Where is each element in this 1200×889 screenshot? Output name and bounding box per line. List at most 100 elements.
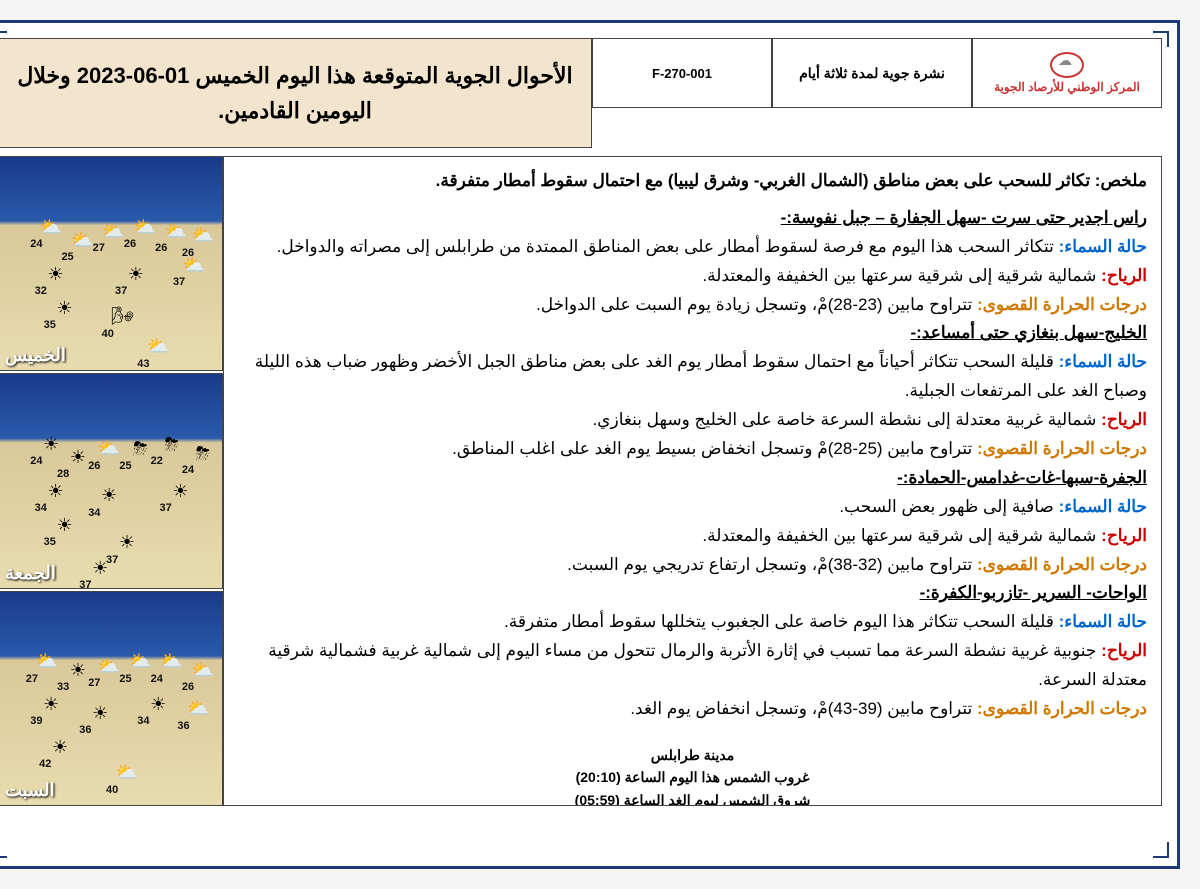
temp-value: 36 [79, 724, 91, 736]
weather-icon: ⛈ [191, 443, 215, 467]
sunset-time: غروب الشمس هذا اليوم الساعة (20:10) [238, 766, 1147, 788]
sky-label: حالة السماء: [1059, 352, 1147, 371]
weather-icon: ⛅ [191, 660, 215, 684]
temp-value: 35 [44, 319, 56, 331]
weather-icon: ⛈ [160, 434, 184, 458]
temp-value: 27 [26, 673, 38, 685]
weather-icon: ⛅ [35, 651, 59, 675]
regions-container: راس اجدير حتى سرت -سهل الجفارة – جبل نفو… [238, 204, 1147, 724]
summary-line: ملخص: تكاثر للسحب على بعض مناطق (الشمال … [238, 167, 1147, 196]
form-code: F-270-001 [592, 38, 772, 108]
sky-label: حالة السماء: [1059, 612, 1147, 631]
weather-icon: ⛅ [97, 656, 121, 680]
weather-icon: ☀ [66, 660, 90, 684]
forecast-map: ☀24☀28⛅26⛈25⛈22⛈24☀34☀34☀37☀35☀37☀37الجم… [0, 373, 223, 588]
temp-value: 24 [151, 673, 163, 685]
weather-icon: ☀ [124, 264, 148, 288]
wind-label: الرياح: [1101, 410, 1147, 429]
temp-value: 27 [88, 677, 100, 689]
weather-icon: ⛅ [115, 762, 139, 786]
temp-line: درجات الحرارة القصوى: تتراوح مابين (23-2… [238, 291, 1147, 320]
wind-line: الرياح: شمالية غربية معتدلة إلى نشطة الس… [238, 406, 1147, 435]
city-name: مدينة طرابلس [238, 744, 1147, 766]
region-head: راس اجدير حتى سرت -سهل الجفارة – جبل نفو… [238, 204, 1147, 233]
wind-line: الرياح: شمالية شرقية إلى شرقية سرعتها بي… [238, 262, 1147, 291]
corner-decoration [0, 842, 7, 858]
weather-icon: ⛅ [128, 651, 152, 675]
temp-value: 32 [35, 285, 47, 297]
temp-line: درجات الحرارة القصوى: تتراوح مابين (25-2… [238, 435, 1147, 464]
city-block: مدينة طرابلس غروب الشمس هذا اليوم الساعة… [238, 744, 1147, 806]
day-label: الخميس [5, 345, 66, 366]
summary-text: تكاثر للسحب على بعض مناطق (الشمال الغربي… [436, 171, 1090, 190]
sky-line: حالة السماء: قليلة السحب تتكاثر أحياناً … [238, 348, 1147, 406]
temp-value: 26 [88, 460, 100, 472]
temp-value: 25 [61, 251, 73, 263]
region-head: الواحات- السرير -تازربو-الكفرة:- [238, 579, 1147, 608]
weather-icon: ⛅ [102, 221, 126, 245]
sky-line: حالة السماء: قليلة السحب تتكاثر هذا اليو… [238, 608, 1147, 637]
weather-icon: ⛅ [133, 217, 157, 241]
wind-line: الرياح: جنوبية غربية نشطة السرعة مما تسب… [238, 637, 1147, 695]
forecast-map: ⛅24⛅25⛅27⛅26⛅26⛅26☀32☀37⛅37☀35🌬40⛅43الخم… [0, 156, 223, 371]
temp-value: 39 [30, 715, 42, 727]
temp-line: درجات الحرارة القصوى: تتراوح مابين (32-3… [238, 551, 1147, 580]
bulletin-type: نشرة جوية لمدة ثلاثة أيام [772, 38, 972, 108]
weather-icon: ⛅ [39, 217, 63, 241]
temp-value: 34 [137, 715, 149, 727]
wind-line: الرياح: شمالية شرقية إلى شرقية سرعتها بي… [238, 522, 1147, 551]
weather-icon: ⛅ [186, 698, 210, 722]
day-label: السبت [5, 780, 55, 801]
header-row: المركز الوطني للأرصاد الجوية نشرة جوية ل… [0, 38, 1162, 148]
temp-label: درجات الحرارة القصوى: [977, 555, 1147, 574]
page-frame: المركز الوطني للأرصاد الجوية نشرة جوية ل… [0, 20, 1180, 869]
temp-value: 22 [151, 455, 163, 467]
sunrise-time: شروق الشمس ليوم الغد الساعة (05:59) [238, 789, 1147, 806]
temp-value: 37 [160, 502, 172, 514]
weather-icon: ☀ [97, 485, 121, 509]
weather-icon: ☀ [44, 264, 68, 288]
weather-icon: ⛅ [146, 336, 170, 360]
weather-icon: ⛅ [182, 255, 206, 279]
region-head: الجفرة-سبها-غات-غدامس-الحمادة:- [238, 464, 1147, 493]
weather-icon: ⛅ [160, 651, 184, 675]
map-column: ⛅24⛅25⛅27⛅26⛅26⛅26☀32☀37⛅37☀35🌬40⛅43الخم… [0, 156, 223, 806]
temp-value: 25 [119, 460, 131, 472]
region-head: الخليج-سهل بنغازي حتى أمساعد:- [238, 319, 1147, 348]
temp-value: 43 [137, 358, 149, 370]
weather-icon: ☀ [44, 481, 68, 505]
temp-value: 25 [119, 673, 131, 685]
temp-value: 24 [182, 464, 194, 476]
weather-icon: ☀ [39, 694, 63, 718]
org-name: المركز الوطني للأرصاد الجوية [994, 80, 1140, 94]
forecast-title: الأحوال الجوية المتوقعة هذا اليوم الخميس… [0, 38, 592, 148]
weather-icon: ⛅ [191, 225, 215, 249]
weather-icon: ⛅ [70, 230, 94, 254]
sky-line: حالة السماء: تتكاثر السحب هذا اليوم مع ف… [238, 233, 1147, 262]
weather-icon: ☀ [88, 703, 112, 727]
temp-value: 37 [115, 285, 127, 297]
weather-icon: ☀ [115, 532, 139, 556]
temp-value: 36 [177, 720, 189, 732]
weather-icon: 🌬 [111, 306, 135, 330]
temp-value: 26 [124, 238, 136, 250]
sky-label: حالة السماء: [1059, 237, 1147, 256]
day-label: الجمعة [5, 563, 56, 584]
wind-label: الرياح: [1101, 266, 1147, 285]
weather-icon: ☀ [53, 298, 77, 322]
logo-cell: المركز الوطني للأرصاد الجوية [972, 38, 1162, 108]
corner-decoration [1153, 31, 1169, 47]
forecast-text-column: ملخص: تكاثر للسحب على بعض مناطق (الشمال … [223, 156, 1162, 806]
region-block: الخليج-سهل بنغازي حتى أمساعد:-حالة السما… [238, 319, 1147, 463]
temp-value: 26 [182, 681, 194, 693]
temp-value: 35 [44, 536, 56, 548]
meteorology-logo-icon [1050, 52, 1084, 78]
wind-label: الرياح: [1101, 641, 1147, 660]
weather-icon: ⛅ [97, 438, 121, 462]
temp-value: 34 [35, 502, 47, 514]
temp-value: 26 [155, 242, 167, 254]
sky-label: حالة السماء: [1059, 497, 1147, 516]
temp-label: درجات الحرارة القصوى: [977, 295, 1147, 314]
summary-label: ملخص: [1095, 171, 1147, 190]
temp-value: 24 [30, 455, 42, 467]
